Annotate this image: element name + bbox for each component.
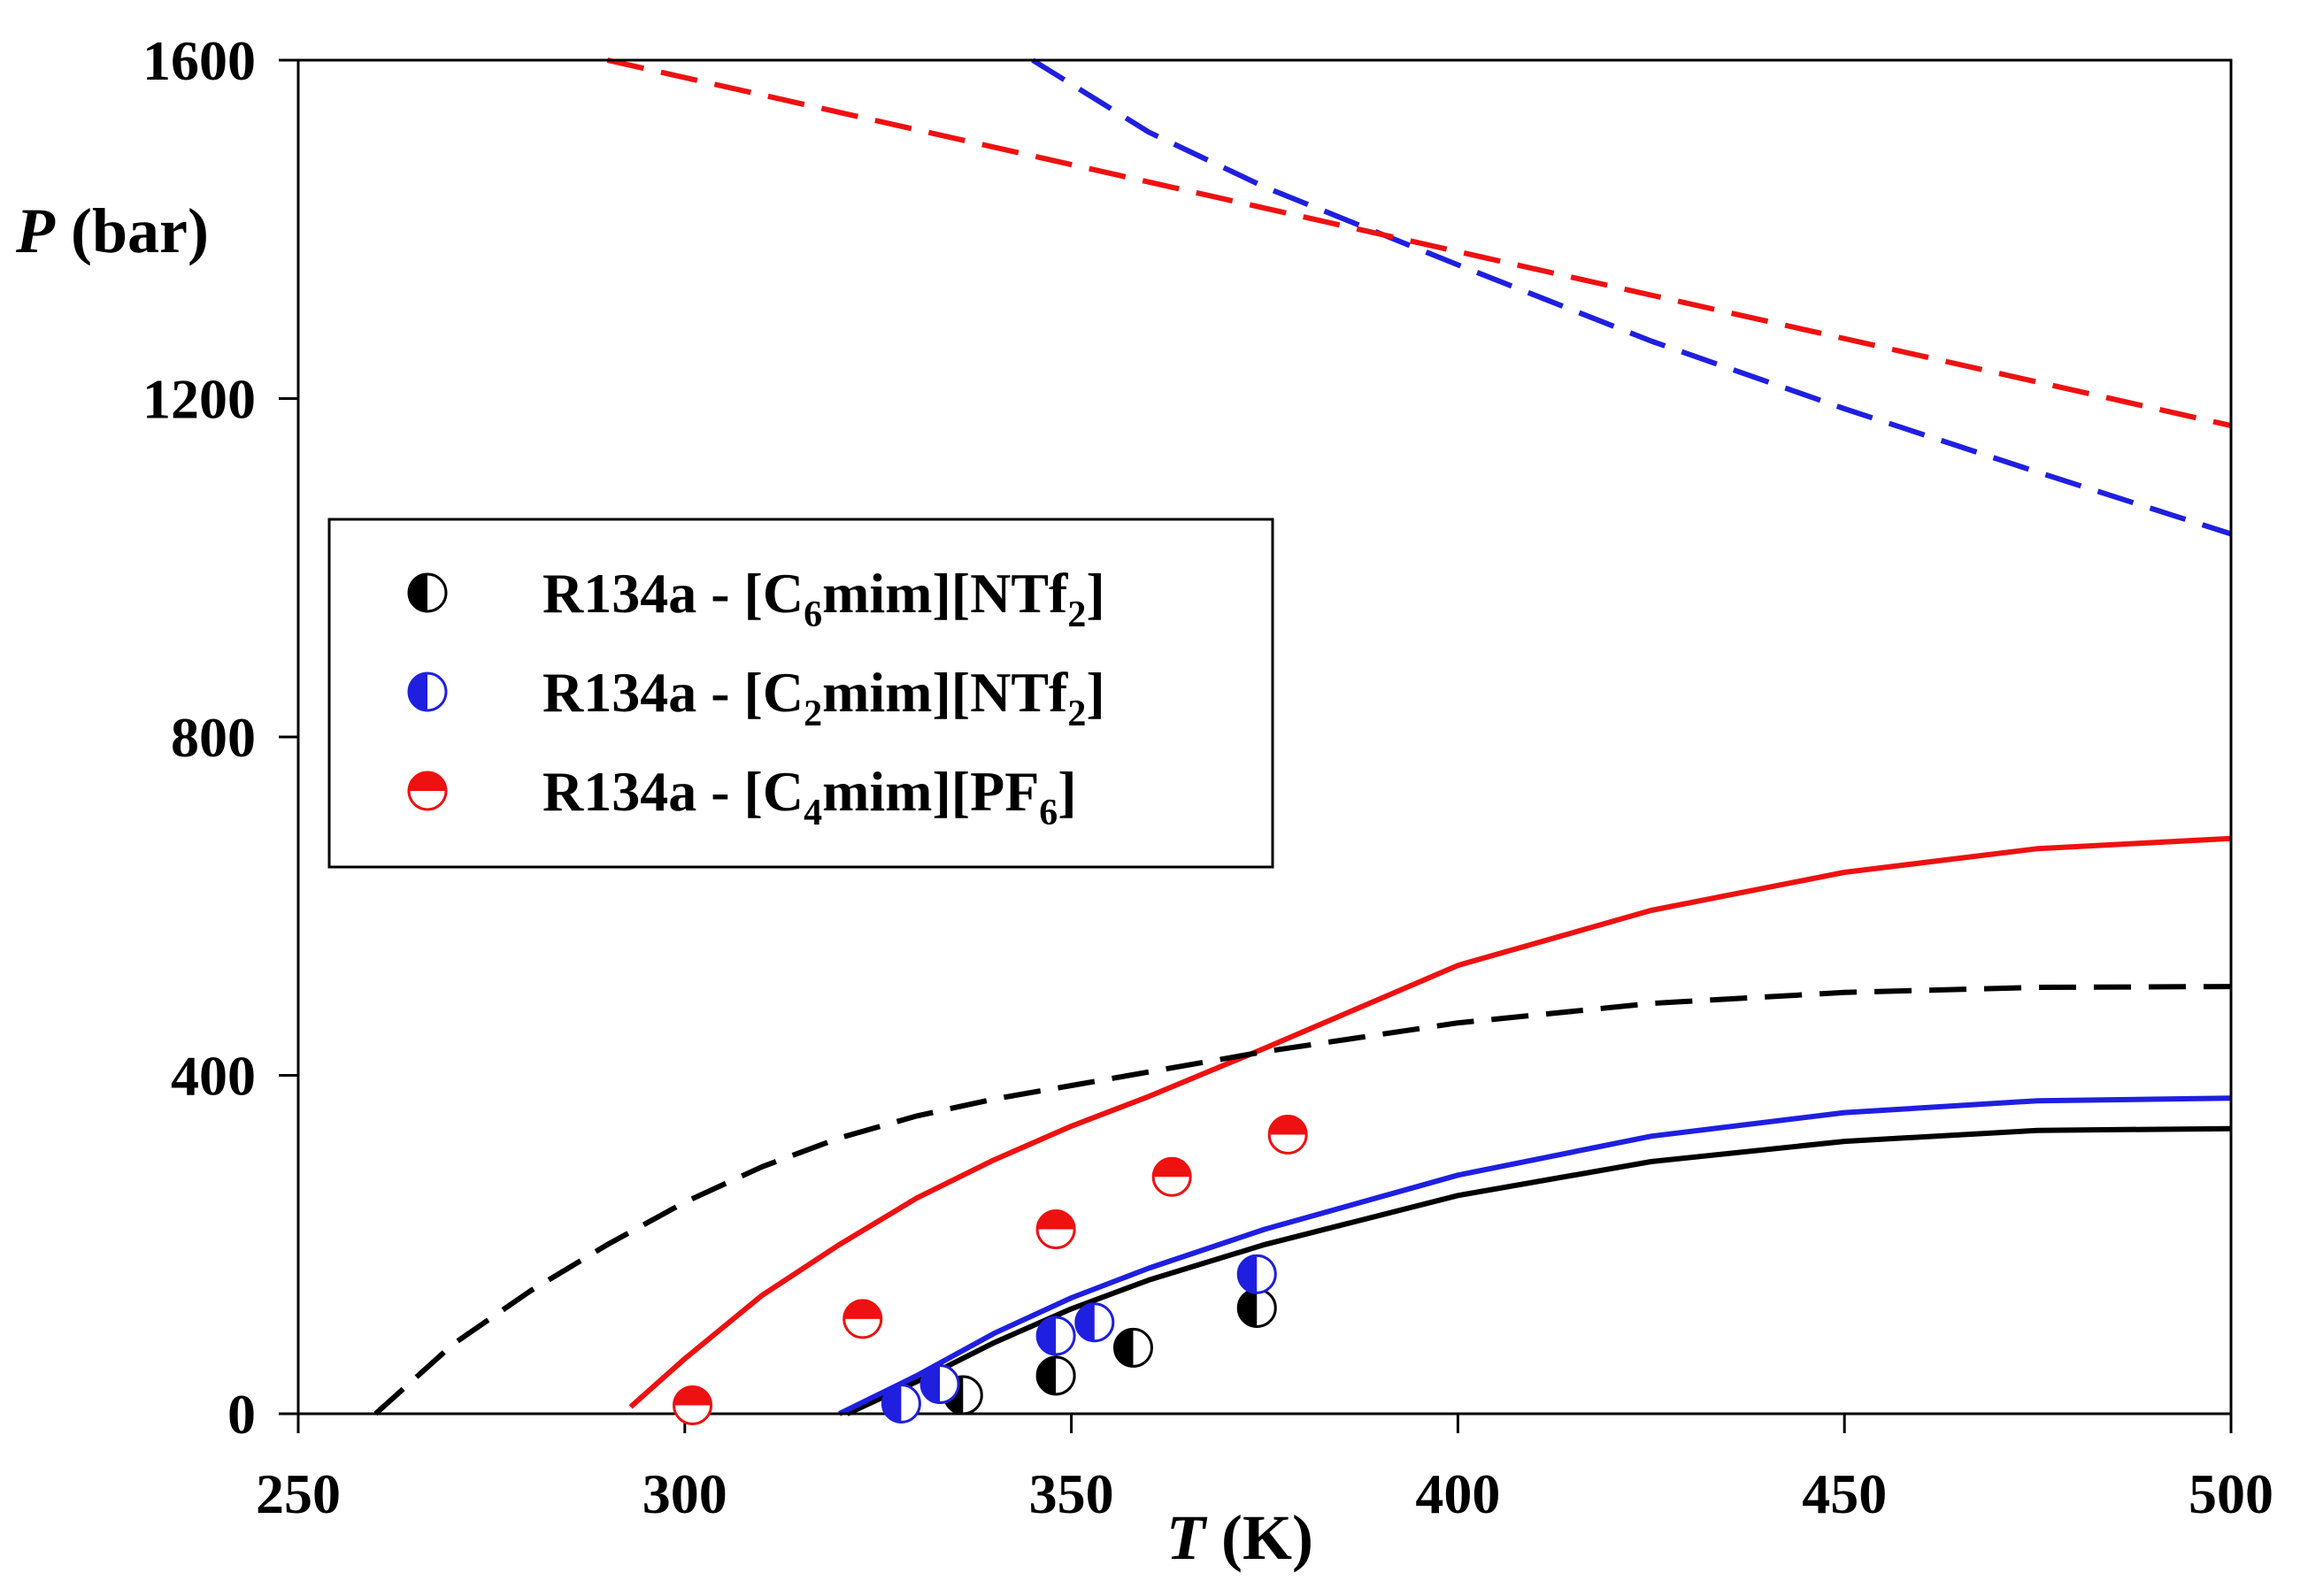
data-point-series-2 (1035, 1316, 1076, 1356)
y-tick-label: 1600 (142, 29, 256, 92)
legend-marker-1 (407, 572, 448, 613)
x-tick-label: 500 (2189, 1462, 2273, 1525)
data-point-series-3 (1267, 1114, 1308, 1155)
x-tick-label: 350 (1029, 1462, 1114, 1525)
line-black-dashed (373, 984, 2232, 1416)
data-point-series-1 (1112, 1327, 1153, 1368)
line-blue-dashed (1031, 58, 2232, 537)
data-point-series-1 (1035, 1355, 1076, 1396)
y-tick-label: 400 (171, 1045, 256, 1108)
line-red-dashed (606, 58, 2232, 429)
data-points (673, 1114, 1308, 1425)
data-point-series-2 (919, 1364, 960, 1405)
y-tick-label: 0 (227, 1383, 256, 1446)
axis-ticks: 250 300 350 400 450 500 0 400 800 1200 1600 (142, 29, 2273, 1525)
y-tick-label: 800 (171, 706, 256, 769)
data-point-series-3 (1035, 1209, 1076, 1250)
legend-marker-3 (407, 771, 448, 811)
y-tick-label: 1200 (142, 368, 256, 431)
legend-marker-2 (407, 671, 448, 712)
x-axis-title: T (K) (1166, 1502, 1313, 1573)
x-tick-label: 400 (1415, 1462, 1500, 1525)
x-tick-label: 300 (642, 1462, 727, 1525)
data-point-series-3 (1151, 1156, 1192, 1197)
x-tick-label: 450 (1802, 1462, 1887, 1525)
line-black-solid (846, 1125, 2232, 1416)
x-tick-label: 250 (256, 1462, 341, 1525)
y-axis-title: P (bar) (15, 196, 209, 266)
series-lines (373, 58, 2232, 1416)
legend-label-1: R134a - [C6mim][NTf2] (542, 562, 1105, 635)
legend: R134a - [C6mim][NTf2] R134a - [C2mim][NTf… (327, 518, 1274, 869)
data-point-series-1 (1236, 1287, 1277, 1328)
line-blue-solid (838, 1095, 2232, 1416)
legend-label-3: R134a - [C4mim][PF6] (542, 760, 1077, 833)
data-point-series-3 (842, 1299, 883, 1339)
legend-label-2: R134a - [C2mim][NTf2] (542, 661, 1105, 734)
data-point-series-2 (881, 1384, 921, 1424)
data-point-series-3 (673, 1385, 713, 1425)
legend-box (327, 518, 1274, 869)
data-point-series-2 (1236, 1254, 1277, 1294)
line-red-solid (628, 835, 2232, 1409)
data-point-series-2 (1074, 1302, 1115, 1343)
